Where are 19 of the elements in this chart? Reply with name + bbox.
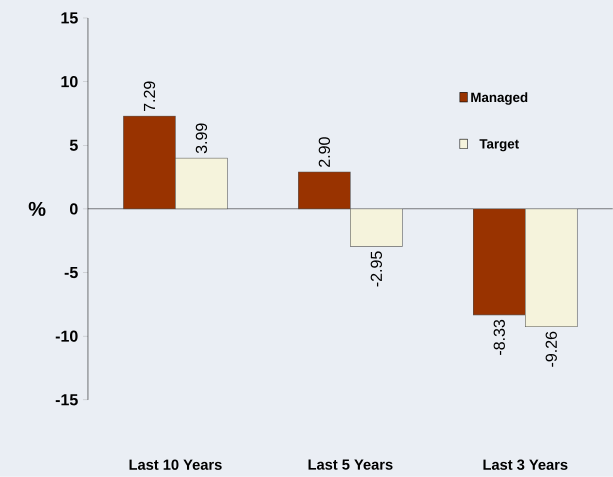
data-label: 2.90 [318,137,330,168]
y-tick-label: -10 [56,330,78,342]
y-tick-label: 5 [70,140,78,151]
y-tick-label: 10 [61,76,78,88]
data-label: 3.99 [196,124,208,154]
x-tick-label: Last 10 Years [130,460,222,470]
x-tick-label: Last 5 Years [308,460,393,470]
data-label: -9.26 [546,332,557,367]
y-tick-label: 15 [61,12,78,24]
y-tick-label: -5 [64,267,78,278]
legend-label: Target [480,139,519,152]
data-label: 7.29 [144,82,156,112]
x-tick-label: Last 3 Years [483,460,568,470]
data-label: -8.33 [494,320,505,356]
data-label: -2.95 [370,252,382,287]
y-tick-label: 0 [70,203,78,215]
legend-label: Managed [471,92,528,105]
y-axis-title: % [28,202,46,216]
y-tick-label: -15 [56,394,78,406]
